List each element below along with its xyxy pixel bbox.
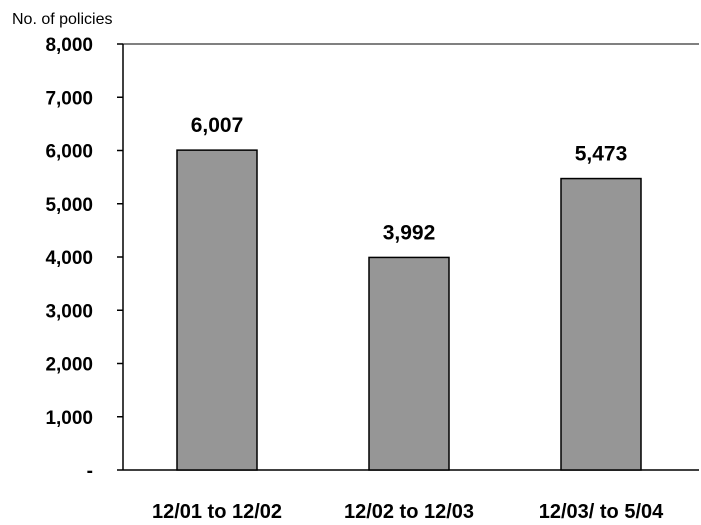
y-tick-label: 8,000 (45, 35, 93, 56)
y-tick-label: 7,000 (45, 88, 93, 109)
x-category-label: 12/01 to 12/02 (152, 501, 282, 523)
y-tick-label: 2,000 (45, 355, 93, 376)
data-label: 5,473 (575, 143, 628, 166)
y-tick-label: 1,000 (45, 408, 93, 429)
plot-area: - 1,000 2,000 3,000 4,000 5,000 6,000 7,000 8,00… (45, 35, 699, 523)
bar (368, 256, 450, 471)
bar (176, 149, 258, 471)
x-category-label: 12/02 to 12/03 (344, 501, 474, 523)
y-tick-label: 6,000 (45, 142, 93, 163)
y-tick-label: 3,000 (45, 301, 93, 322)
y-axis-label: No. of policies (12, 11, 113, 28)
data-label: 3,992 (383, 221, 436, 244)
y-tick-label: - (87, 461, 93, 482)
y-tick-label: 4,000 (45, 248, 93, 269)
x-category-label: 12/03/ to 5/04 (539, 501, 664, 523)
bar (560, 177, 642, 471)
data-label: 6,007 (191, 114, 244, 137)
y-tick-label: 5,000 (45, 195, 93, 216)
